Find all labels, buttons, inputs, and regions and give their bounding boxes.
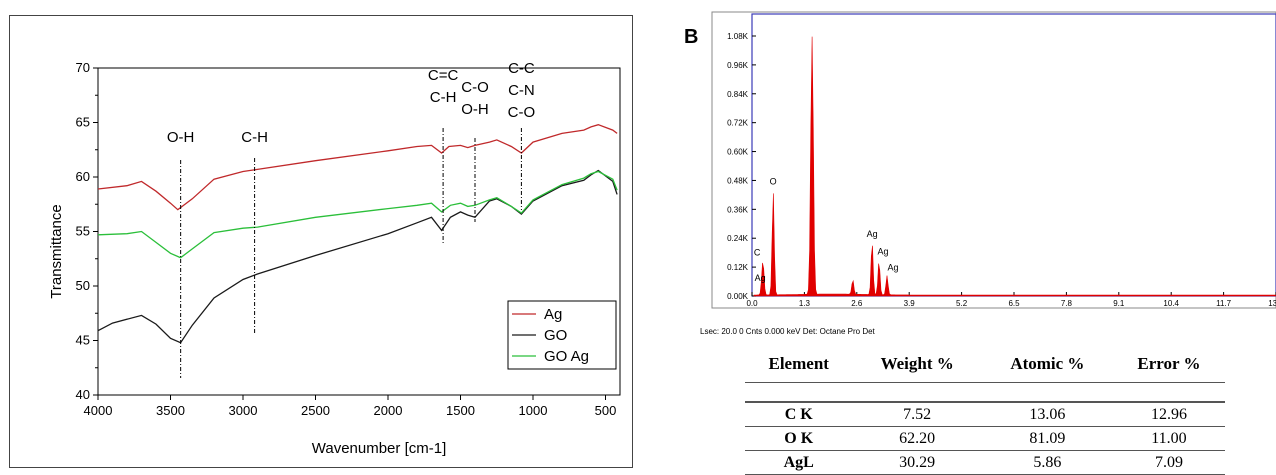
series-line xyxy=(97,170,618,259)
table-cell: 62.20 xyxy=(852,426,982,451)
legend-label: GO xyxy=(544,327,567,344)
peak-annotation: C-O xyxy=(508,104,536,121)
peak-label: O xyxy=(770,176,777,186)
table-divider-row xyxy=(745,382,1225,403)
peak-annotation: C-H xyxy=(430,89,457,106)
peak-annotation: C-O xyxy=(461,79,489,96)
y-tick-label: 55 xyxy=(76,224,90,239)
table-header-row: Element Weight % Atomic % Error % xyxy=(745,346,1225,383)
table-row: C K 7.52 13.06 12.96 xyxy=(745,402,1225,427)
y-tick-label: 0.72K xyxy=(727,119,749,128)
y-tick-label: 60 xyxy=(76,169,90,184)
table-cell: C K xyxy=(745,402,853,427)
series-line xyxy=(97,124,618,211)
legend-label: GO Ag xyxy=(544,348,589,365)
x-tick-label: 4000 xyxy=(84,403,113,418)
table-cell: O K xyxy=(745,426,853,451)
y-tick-label: 70 xyxy=(76,60,90,75)
peak-label: Ag xyxy=(867,229,878,239)
eds-composition-table: Element Weight % Atomic % Error % C K 7.… xyxy=(745,346,1225,475)
x-tick-label: 1500 xyxy=(446,403,475,418)
peak-label: Ag xyxy=(888,263,899,273)
peak-annotation: C=C xyxy=(428,67,459,84)
table-cell: 30.29 xyxy=(852,450,982,475)
peak-annotation: C-H xyxy=(241,129,268,146)
x-tick-label: 3.9 xyxy=(904,299,916,308)
peak-annotation: C-C xyxy=(508,60,535,77)
x-tick-label: 0.0 xyxy=(746,299,758,308)
y-tick-label: 0.00K xyxy=(727,292,749,301)
table-row: AgL 30.29 5.86 7.09 xyxy=(745,450,1225,475)
x-tick-label: 1000 xyxy=(519,403,548,418)
peak-label: C xyxy=(754,248,761,258)
spectrum-plot-frame xyxy=(751,13,1276,297)
x-tick-label: 2500 xyxy=(301,403,330,418)
peak-annotation: O-H xyxy=(461,101,489,118)
x-tick-label: 9.1 xyxy=(1113,299,1125,308)
x-tick-label: 5.2 xyxy=(956,299,968,308)
y-tick-label: 0.24K xyxy=(727,234,749,243)
x-tick-label: 2000 xyxy=(374,403,403,418)
legend-label: Ag xyxy=(544,306,562,323)
table-row: O K 62.20 81.09 11.00 xyxy=(745,426,1225,451)
y-axis-title: Transmittance xyxy=(48,204,65,298)
y-tick-label: 65 xyxy=(76,115,90,130)
series-line xyxy=(97,169,618,344)
y-tick-label: 40 xyxy=(76,387,90,402)
x-tick-label: 3000 xyxy=(229,403,258,418)
table-cell: AgL xyxy=(745,450,853,475)
spectrum-area xyxy=(753,36,1276,297)
spectrum-footer: Lsec: 20.0 0 Cnts 0.000 keV Det: Octane … xyxy=(700,327,876,336)
table-cell: 7.52 xyxy=(852,402,982,427)
y-tick-label: 50 xyxy=(76,278,90,293)
table-cell: 12.96 xyxy=(1112,402,1225,427)
y-tick-label: 0.96K xyxy=(727,61,749,70)
x-axis-title: Wavenumber [cm-1] xyxy=(312,440,446,457)
peak-annotation: C-N xyxy=(508,82,535,99)
y-tick-label: 45 xyxy=(76,333,90,348)
table-cell: 13.06 xyxy=(981,402,1113,427)
x-tick-label: 500 xyxy=(595,403,617,418)
y-tick-label: 0.60K xyxy=(727,148,749,157)
peak-annotation: O-H xyxy=(167,129,195,146)
y-tick-label: 0.48K xyxy=(727,176,749,185)
table-cell: 7.09 xyxy=(1112,450,1225,475)
peak-label: Ag xyxy=(755,273,766,283)
column-header: Error % xyxy=(1112,346,1225,383)
eds-spectrum-chart: 0.00K 0.12K 0.24K 0.36K 0.48K 0.60K 0.72K 0.84K… xyxy=(700,11,1276,336)
x-tick-label: 11.7 xyxy=(1216,299,1232,308)
y-tick-label: 0.84K xyxy=(727,90,749,99)
x-tick-label: 1.3 xyxy=(799,299,811,308)
y-tick-label: 1.08K xyxy=(727,32,749,41)
y-tick-label: 0.36K xyxy=(727,205,749,214)
x-tick-label: 13.0 xyxy=(1268,299,1276,308)
column-header: Element xyxy=(745,346,853,383)
column-header: Atomic % xyxy=(981,346,1113,383)
panel-b-label: B xyxy=(684,26,699,48)
x-tick-label: 6.5 xyxy=(1008,299,1020,308)
peak-label: Ag xyxy=(877,246,888,256)
table-cell: 81.09 xyxy=(981,426,1113,451)
ftir-panel xyxy=(9,15,633,468)
table-cell: 5.86 xyxy=(981,450,1113,475)
x-tick-label: 2.6 xyxy=(851,299,863,308)
x-tick-label: 10.4 xyxy=(1163,299,1179,308)
table-cell: 11.00 xyxy=(1112,426,1225,451)
x-tick-label: 3500 xyxy=(156,403,185,418)
x-tick-label: 7.8 xyxy=(1061,299,1073,308)
ftir-chart: 4000 3500 3000 2500 2000 1500 1000 500 40 45 50 55 6… xyxy=(48,60,621,457)
y-tick-label: 0.12K xyxy=(727,263,749,272)
column-header: Weight % xyxy=(852,346,982,383)
